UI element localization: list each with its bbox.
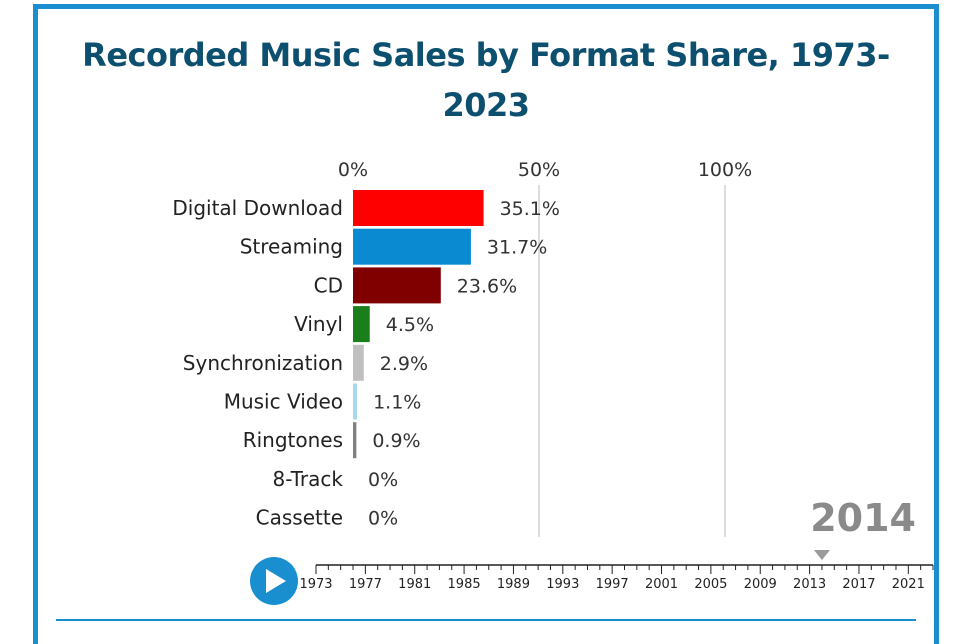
bars: Digital Download 35.1% Streaming 31.7% CD 23.… <box>172 190 560 530</box>
timeline-year-label: 2017 <box>842 577 875 592</box>
chart-frame <box>33 4 939 644</box>
category-label: Digital Download <box>172 196 343 220</box>
timeline-year-label: 2001 <box>645 577 678 592</box>
data-label: 31.7% <box>487 237 547 259</box>
category-label: Vinyl <box>294 312 343 336</box>
category-label: Synchronization <box>183 351 343 375</box>
category-label: Music Video <box>224 390 343 414</box>
timeline-year-label: 2021 <box>892 577 925 592</box>
timeline-year-label: 1973 <box>299 577 332 592</box>
data-label: 35.1% <box>500 198 560 220</box>
bar <box>353 228 471 265</box>
bar <box>353 383 358 420</box>
current-year-label: 2014 <box>810 496 916 540</box>
play-icon <box>266 569 286 593</box>
bar <box>353 267 441 304</box>
category-label: CD <box>314 273 343 297</box>
timeline-year-label: 1993 <box>546 577 579 592</box>
data-label: 1.1% <box>373 392 421 414</box>
timeline-year-label: 2013 <box>793 577 826 592</box>
x-tick-label: 0% <box>338 159 368 181</box>
data-label: 4.5% <box>386 314 434 336</box>
bar <box>353 190 484 226</box>
timeline-year-label: 2005 <box>694 577 727 592</box>
data-label: 0% <box>368 508 398 530</box>
bar <box>353 306 370 343</box>
data-label: 2.9% <box>380 353 428 375</box>
timeline-handle[interactable] <box>813 550 830 560</box>
chart-canvas: 0% 50% 100% Digital Download 35.1% Streaming… <box>172 159 934 605</box>
timeline-slider[interactable]: 1973 1977 1981 1985 1989 1993 1997 2001 2005 2009… <box>299 550 934 592</box>
category-label: 8-Track <box>273 467 344 491</box>
bar <box>353 344 364 381</box>
x-tick-label: 50% <box>518 159 560 181</box>
timeline-year-label: 2009 <box>744 577 777 592</box>
data-label: 0.9% <box>372 430 420 452</box>
timeline-year-label: 1985 <box>448 577 481 592</box>
gridlines <box>538 185 726 537</box>
bottom-divider <box>56 619 916 621</box>
bar <box>353 422 357 459</box>
chart-title: Recorded Music Sales by Format Share, 19… <box>82 36 890 124</box>
data-label: 0% <box>368 469 398 491</box>
category-label: Cassette <box>256 506 343 530</box>
play-button[interactable] <box>250 557 298 605</box>
x-tick-label: 100% <box>698 159 752 181</box>
timeline-year-label: 1989 <box>497 577 530 592</box>
category-label: Ringtones <box>243 428 343 452</box>
timeline-year-label: 1997 <box>596 577 629 592</box>
category-label: Streaming <box>240 235 343 259</box>
timeline-year-label: 1981 <box>398 577 431 592</box>
data-label: 23.6% <box>457 275 517 297</box>
x-axis-ticks: 0% 50% 100% <box>338 159 752 181</box>
timeline-year-label: 1977 <box>349 577 382 592</box>
